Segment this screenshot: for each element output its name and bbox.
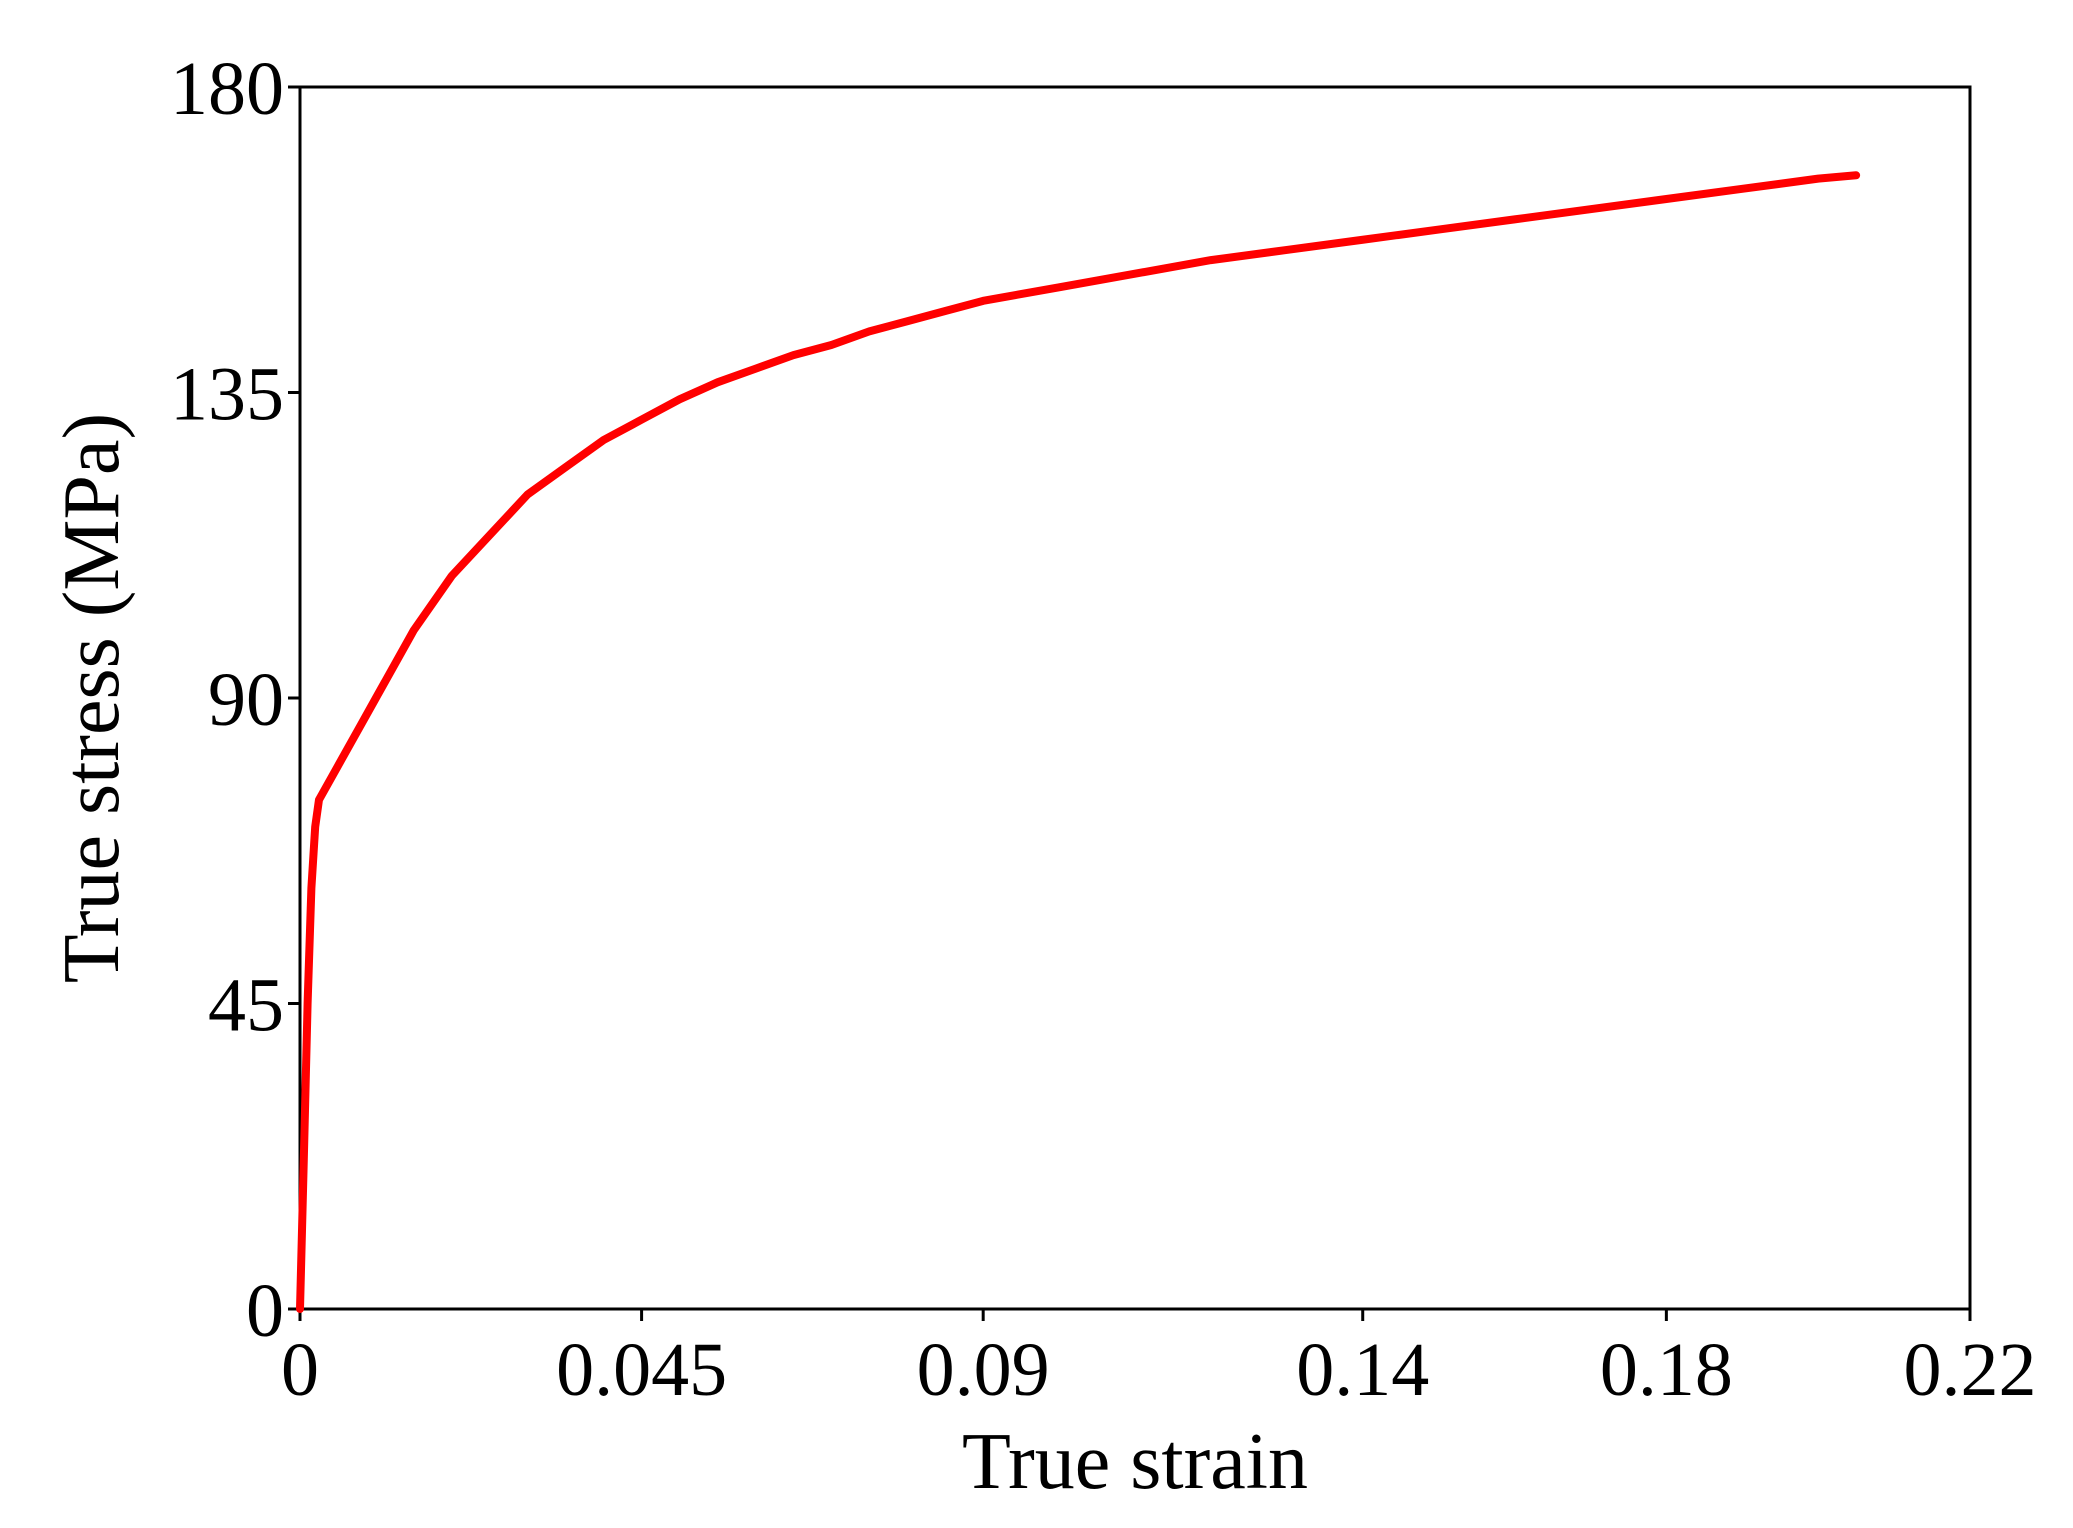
y-tick-label: 0 (246, 1269, 284, 1353)
x-tick-label: 0.09 (917, 1328, 1050, 1412)
x-tick-label: 0.045 (556, 1328, 727, 1412)
x-tick-label: 0.14 (1296, 1328, 1429, 1412)
x-tick-label: 0 (281, 1328, 319, 1412)
y-tick-label: 45 (208, 964, 284, 1048)
x-tick-label: 0.18 (1600, 1328, 1733, 1412)
y-axis-title: True stress (MPa) (48, 413, 136, 983)
y-axis-ticks: 0 45 90 135 180 (170, 47, 300, 1353)
x-axis-ticks: 0 0.045 0.09 0.14 0.18 0.22 (281, 1309, 2037, 1412)
x-axis-title: True strain (962, 1418, 1308, 1506)
series-line-true-stress (296, 171, 1861, 1313)
x-tick-label: 0.22 (1904, 1328, 2037, 1412)
y-tick-label: 180 (170, 47, 284, 131)
y-tick-label: 135 (170, 353, 284, 437)
y-tick-label: 90 (208, 658, 284, 742)
